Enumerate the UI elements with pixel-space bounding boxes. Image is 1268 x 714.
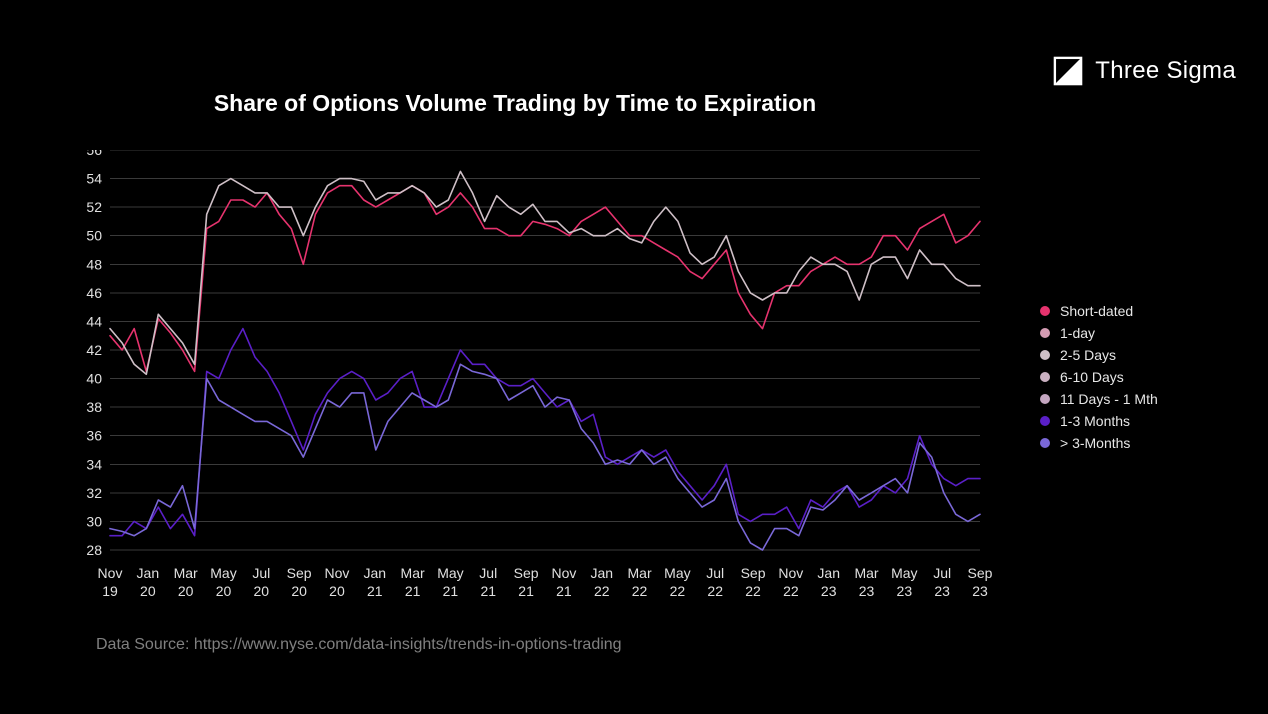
x-tick-label-year: 21 [556, 583, 572, 599]
x-tick-label-year: 20 [216, 583, 232, 599]
x-tick-label-month: Jan [363, 565, 386, 581]
x-tick-label-year: 22 [632, 583, 648, 599]
x-tick-label-year: 23 [934, 583, 950, 599]
legend-label: 6-10 Days [1060, 369, 1124, 385]
x-tick-label-year: 23 [897, 583, 913, 599]
brand: Three Sigma [1053, 56, 1236, 86]
x-tick-label-month: May [664, 565, 690, 581]
y-tick-label: 30 [86, 513, 102, 529]
x-tick-label-month: Sep [514, 565, 539, 581]
y-tick-label: 40 [86, 371, 102, 387]
x-tick-label-month: Jul [252, 565, 270, 581]
x-tick-label-month: Jan [137, 565, 160, 581]
y-tick-label: 44 [86, 313, 102, 329]
x-tick-label-year: 23 [821, 583, 837, 599]
x-tick-label-year: 21 [480, 583, 496, 599]
legend: Short-dated 1-day 2-5 Days 6-10 Days 11 Days… [1040, 300, 1250, 454]
y-tick-label: 32 [86, 485, 102, 501]
x-tick-label-month: May [891, 565, 917, 581]
legend-swatch [1040, 416, 1050, 426]
x-tick-label-month: Mar [854, 565, 878, 581]
x-tick-label-year: 20 [140, 583, 156, 599]
x-tick-label-month: Sep [741, 565, 766, 581]
x-tick-label-year: 22 [707, 583, 723, 599]
y-tick-label: 54 [86, 171, 102, 187]
x-tick-label-year: 20 [254, 583, 270, 599]
y-tick-label: 52 [86, 199, 102, 215]
legend-swatch [1040, 372, 1050, 382]
legend-item: 2-5 Days [1040, 344, 1250, 366]
x-tick-label-year: 20 [329, 583, 345, 599]
x-tick-label-month: Jan [590, 565, 613, 581]
y-tick-label: 28 [86, 542, 102, 558]
x-tick-label-year: 22 [745, 583, 761, 599]
chart-title: Share of Options Volume Trading by Time … [0, 90, 1030, 117]
legend-swatch [1040, 328, 1050, 338]
y-tick-label: 48 [86, 256, 102, 272]
brand-logo-icon [1053, 56, 1083, 86]
y-tick-label: 38 [86, 399, 102, 415]
legend-label: 11 Days - 1 Mth [1060, 391, 1158, 407]
x-tick-label-year: 22 [670, 583, 686, 599]
x-tick-label-month: Jul [933, 565, 951, 581]
legend-swatch [1040, 394, 1050, 404]
x-tick-label-month: Jan [817, 565, 840, 581]
x-tick-label-month: Nov [551, 565, 576, 581]
x-tick-label-year: 19 [102, 583, 118, 599]
x-tick-label-year: 20 [178, 583, 194, 599]
y-tick-label: 50 [86, 228, 102, 244]
legend-item: 1-day [1040, 322, 1250, 344]
legend-item: > 3-Months [1040, 432, 1250, 454]
y-tick-label: 42 [86, 342, 102, 358]
x-tick-label-month: Sep [968, 565, 993, 581]
chart-svg: 28 30 32 34 36 38 40 42 44 46 48 50 52 54 56 Nov 19 Jan 20… [80, 150, 1020, 620]
data-source: Data Source: https://www.nyse.com/data-i… [96, 636, 622, 654]
y-tick-label: 46 [86, 285, 102, 301]
legend-item: 11 Days - 1 Mth [1040, 388, 1250, 410]
x-tick-label-year: 20 [291, 583, 307, 599]
y-tick-label: 36 [86, 428, 102, 444]
legend-label: 1-3 Months [1060, 413, 1130, 429]
x-tick-label-month: Jul [479, 565, 497, 581]
x-tick-label-month: Jul [706, 565, 724, 581]
y-tick-label: 56 [86, 150, 102, 158]
x-tick-label-year: 22 [594, 583, 610, 599]
legend-item: 1-3 Months [1040, 410, 1250, 432]
x-tick-label-year: 22 [783, 583, 799, 599]
x-tick-label-year: 23 [972, 583, 988, 599]
x-tick-label-month: Nov [98, 565, 123, 581]
x-tick-label-year: 21 [518, 583, 534, 599]
legend-label: 1-day [1060, 325, 1095, 341]
y-tick-label: 34 [86, 456, 102, 472]
legend-item: 6-10 Days [1040, 366, 1250, 388]
page: Three Sigma Share of Options Volume Trad… [0, 0, 1268, 714]
x-tick-label-month: May [210, 565, 236, 581]
x-tick-label-month: Mar [174, 565, 198, 581]
legend-item: Short-dated [1040, 300, 1250, 322]
legend-swatch [1040, 306, 1050, 316]
legend-label: Short-dated [1060, 303, 1133, 319]
x-tick-label-year: 21 [443, 583, 459, 599]
brand-name: Three Sigma [1095, 57, 1236, 85]
x-tick-label-month: Mar [401, 565, 425, 581]
x-tick-label-month: Nov [325, 565, 350, 581]
x-tick-label-month: May [437, 565, 463, 581]
legend-label: 2-5 Days [1060, 347, 1116, 363]
series-line [110, 171, 980, 374]
series-line [110, 329, 980, 536]
legend-swatch [1040, 350, 1050, 360]
x-tick-label-month: Nov [778, 565, 803, 581]
x-tick-label-year: 21 [367, 583, 383, 599]
legend-swatch [1040, 438, 1050, 448]
x-tick-label-month: Sep [287, 565, 312, 581]
x-tick-label-month: Mar [628, 565, 652, 581]
x-tick-label-year: 23 [859, 583, 875, 599]
x-tick-label-year: 21 [405, 583, 421, 599]
legend-label: > 3-Months [1060, 435, 1130, 451]
